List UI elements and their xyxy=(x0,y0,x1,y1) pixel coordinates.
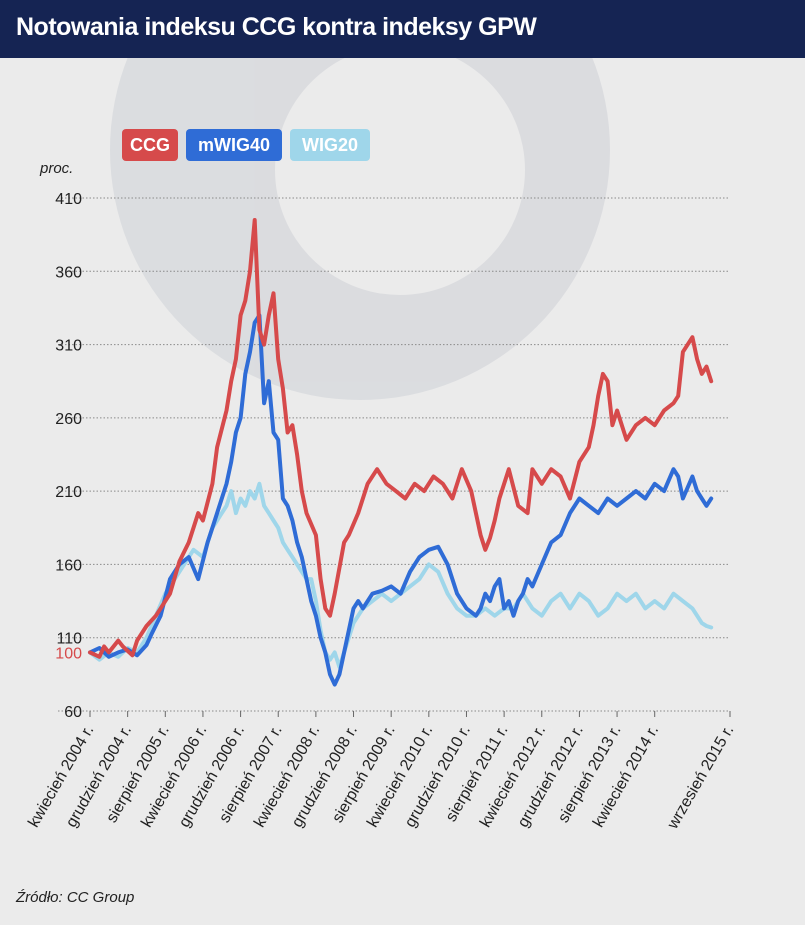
source-note: Źródło: CC Group xyxy=(16,889,135,906)
series-line-ccg xyxy=(88,218,714,659)
series-lines xyxy=(88,218,714,687)
y-axis-label: proc. xyxy=(40,160,74,177)
y-tick-label: 260 xyxy=(55,411,82,428)
y-tick-label: 160 xyxy=(55,557,82,574)
y-tick-label: 360 xyxy=(55,264,82,281)
header-bar: Notowania indeksu CCG kontra indeksy GPW xyxy=(0,0,805,58)
series-line-mwig40 xyxy=(88,313,714,687)
y-tick-label: 60 xyxy=(64,704,82,721)
series-line-wig20 xyxy=(88,481,714,669)
legend-mwig40: mWIG40 xyxy=(186,129,282,161)
baseline-label: 100 xyxy=(55,645,82,662)
y-tick-label: 210 xyxy=(55,484,82,501)
y-axis-ticks: 60 110 160 210 260 310 360 410 100 xyxy=(55,191,82,721)
y-tick-label: 410 xyxy=(55,191,82,208)
chart-title: Notowania indeksu CCG kontra indeksy GPW xyxy=(16,13,537,41)
x-tick-label: wrzesień 2015 r. xyxy=(664,723,737,833)
legend-ccg: CCG xyxy=(122,129,178,161)
legend-wig20: WIG20 xyxy=(290,129,370,161)
y-tick-label: 310 xyxy=(55,338,82,355)
x-axis-ticks: kwiecień 2004 r.grudzień 2004 r.sierpień… xyxy=(25,711,737,833)
y-tick-label: 110 xyxy=(56,631,82,648)
watermark-logo xyxy=(110,0,610,400)
